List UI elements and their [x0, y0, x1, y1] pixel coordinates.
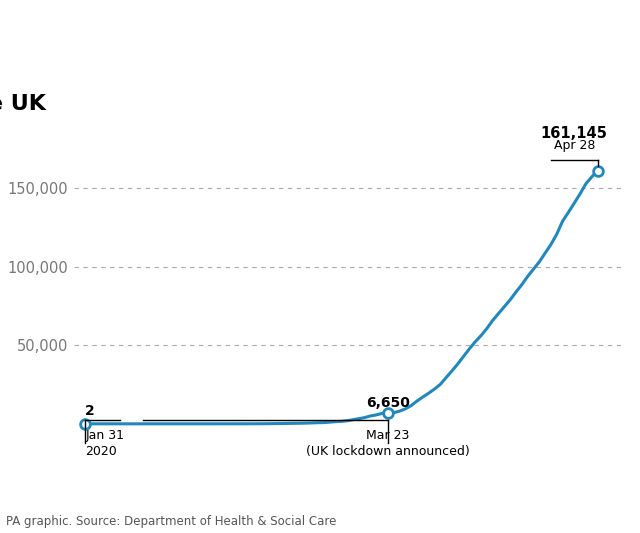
Text: Mar 23
(UK lockdown announced): Mar 23 (UK lockdown announced) [306, 429, 470, 457]
Text: PA graphic. Source: Department of Health & Social Care: PA graphic. Source: Department of Health… [6, 515, 337, 528]
Text: 2: 2 [85, 403, 95, 417]
Text: 6,650: 6,650 [366, 395, 410, 410]
Text: Jan 31
2020: Jan 31 2020 [85, 429, 124, 457]
Text: Confirmed cases of coronavirus in the UK: Confirmed cases of coronavirus in the UK [0, 94, 46, 114]
Text: 161,145: 161,145 [541, 126, 607, 141]
Text: Apr 28: Apr 28 [554, 139, 595, 152]
